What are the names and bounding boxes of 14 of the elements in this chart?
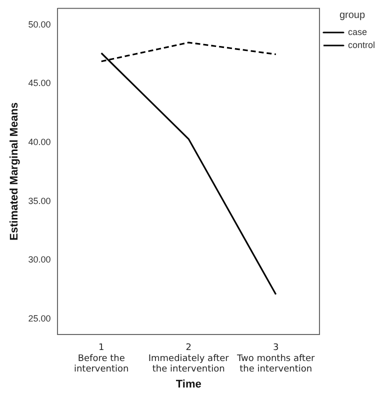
y-tick-label: 25.00	[28, 314, 51, 324]
y-tick-label: 30.00	[28, 254, 51, 265]
y-tick-label: 50.00	[28, 19, 51, 30]
y-tick-label: 35.00	[28, 196, 51, 206]
legend-title: group	[339, 10, 366, 21]
legend-label: case	[348, 26, 367, 37]
legend-label: control	[348, 40, 375, 50]
y-axis-title: Estimated Marginal Means	[8, 102, 21, 240]
x-axis-title: Time	[176, 378, 202, 390]
x-tick-label: 3 Two months after the intervention	[236, 343, 316, 375]
y-tick-label: 40.00	[28, 137, 51, 148]
x-tick-label: 2 Immediately after the intervention	[148, 343, 230, 375]
y-tick-label: 45.00	[28, 78, 51, 88]
x-tick-label: 1 Before the intervention	[74, 343, 129, 375]
